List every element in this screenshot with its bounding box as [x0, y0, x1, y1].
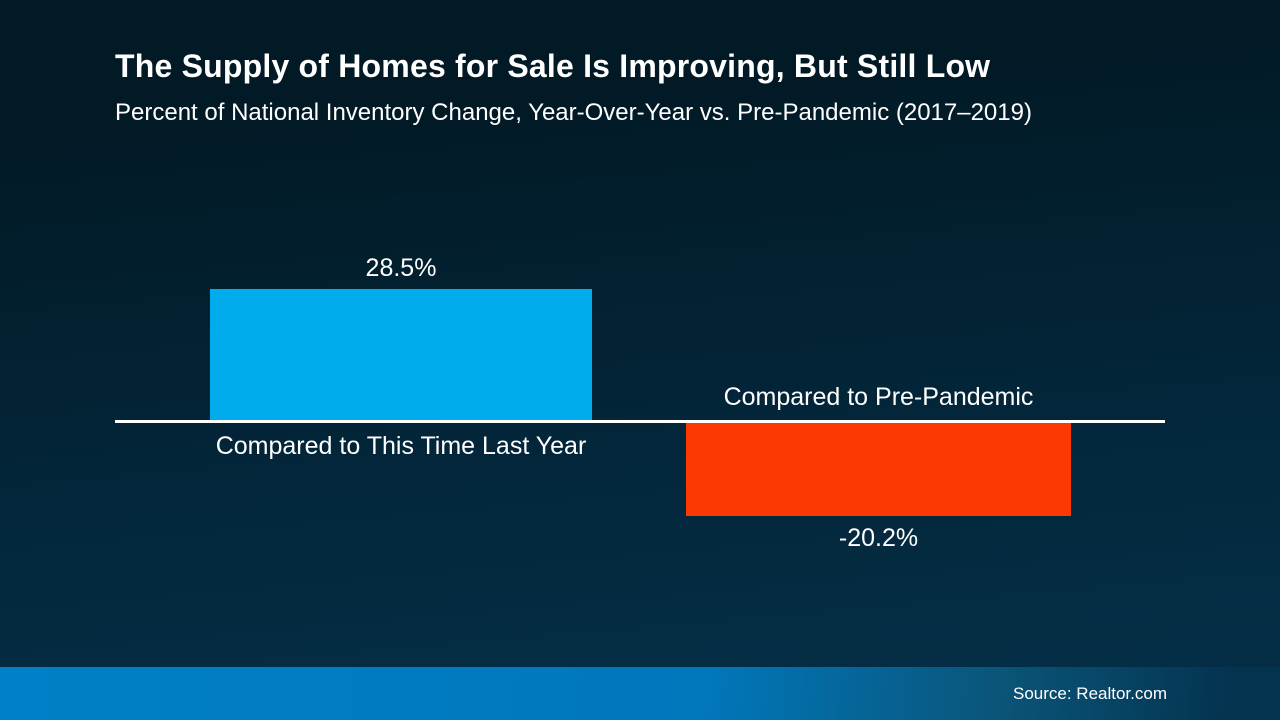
bar-positive [210, 289, 592, 420]
zero-baseline [115, 420, 1165, 423]
category-label-positive: Compared to This Time Last Year [215, 432, 587, 460]
category-label-negative: Compared to Pre-Pandemic [723, 383, 1034, 411]
chart-title: The Supply of Homes for Sale Is Improvin… [115, 48, 991, 84]
bar-negative [686, 423, 1071, 516]
value-label-negative: -20.2% [838, 524, 919, 552]
source-credit: Source: Realtor.com [1012, 683, 1167, 703]
value-label-positive: 28.5% [365, 254, 437, 282]
chart-subtitle: Percent of National Inventory Change, Ye… [115, 99, 1032, 126]
footer-bar: Source: Realtor.com [0, 667, 1280, 720]
